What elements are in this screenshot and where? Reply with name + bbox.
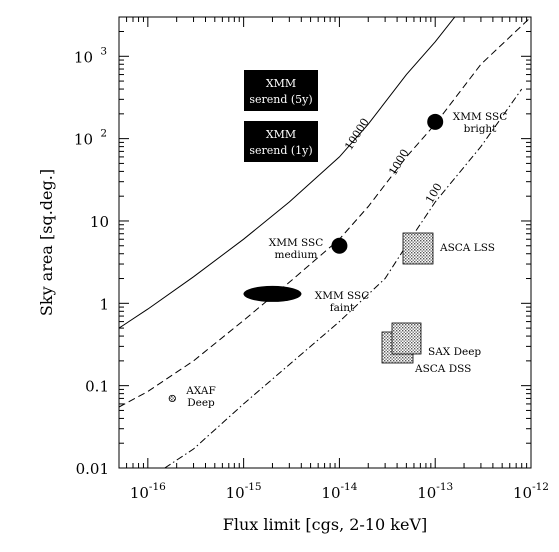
curve-label-10000: 10000 [342, 116, 372, 153]
y-tick-label: 10 [90, 213, 109, 231]
x-tick-label: 10-13 [417, 481, 453, 502]
curve-10000 [119, 17, 456, 329]
label-xmm-ssc-bright: XMM SSC bright [453, 111, 508, 135]
label-axaf-deep: AXAF Deep [185, 385, 216, 409]
x-axis-title: Flux limit [cgs, 2-10 keV] [223, 515, 428, 534]
label-xmm-ssc-medium: XMM SSC medium [269, 237, 324, 261]
annotations-layer: 10000 1000 100 XMM serend (5y) XMM serend (1y)… [185, 70, 507, 409]
marker-axaf-deep [168, 394, 176, 403]
label-xmm-ssc-faint: XMM SSC faint [315, 290, 370, 314]
marker-xmm-ssc-faint [243, 285, 302, 302]
x-tick-label: 10-15 [226, 481, 262, 502]
serend-box [244, 121, 318, 162]
serend-box-title: XMM [266, 77, 296, 90]
y-tick-label: 0.01 [76, 460, 109, 478]
y-axis-title: Sky area [sq.deg.] [37, 169, 56, 316]
marker-asca-lss [402, 232, 434, 265]
curve-label-100: 100 [423, 181, 445, 206]
serend-box-title: XMM [266, 128, 296, 141]
curve-label-1000: 1000 [386, 147, 411, 178]
marker-sax-deep [391, 322, 422, 355]
y-tick-label: 0.1 [85, 378, 109, 396]
marker-xmm-ssc-medium [331, 237, 348, 254]
label-sax-deep: SAX Deep [428, 346, 481, 358]
serend-box-subtitle: serend (5y) [249, 93, 312, 106]
marker-xmm-ssc-bright [427, 113, 444, 130]
serend-box [244, 70, 318, 111]
x-tick-label: 10-14 [321, 481, 357, 502]
markers-layer [168, 113, 444, 403]
curve-100 [164, 88, 523, 468]
ticks-layer: 10-16 10-15 10-14 10-13 10-12 0.01 0.1 1 10 10 2 10… [74, 16, 549, 502]
x-tick-label: 10-16 [130, 481, 166, 502]
y-tick-label: 1 [99, 295, 109, 313]
x-tick-label: 10-12 [513, 481, 549, 502]
label-asca-dss: ASCA DSS [414, 363, 471, 375]
serend-box-subtitle: serend (1y) [249, 144, 312, 157]
y-tick-label: 10 2 [74, 128, 107, 149]
y-tick-label: 10 3 [74, 45, 107, 66]
axis-titles: Flux limit [cgs, 2-10 keV] Sky area [sq.… [37, 169, 427, 534]
label-asca-lss: ASCA LSS [439, 242, 495, 254]
